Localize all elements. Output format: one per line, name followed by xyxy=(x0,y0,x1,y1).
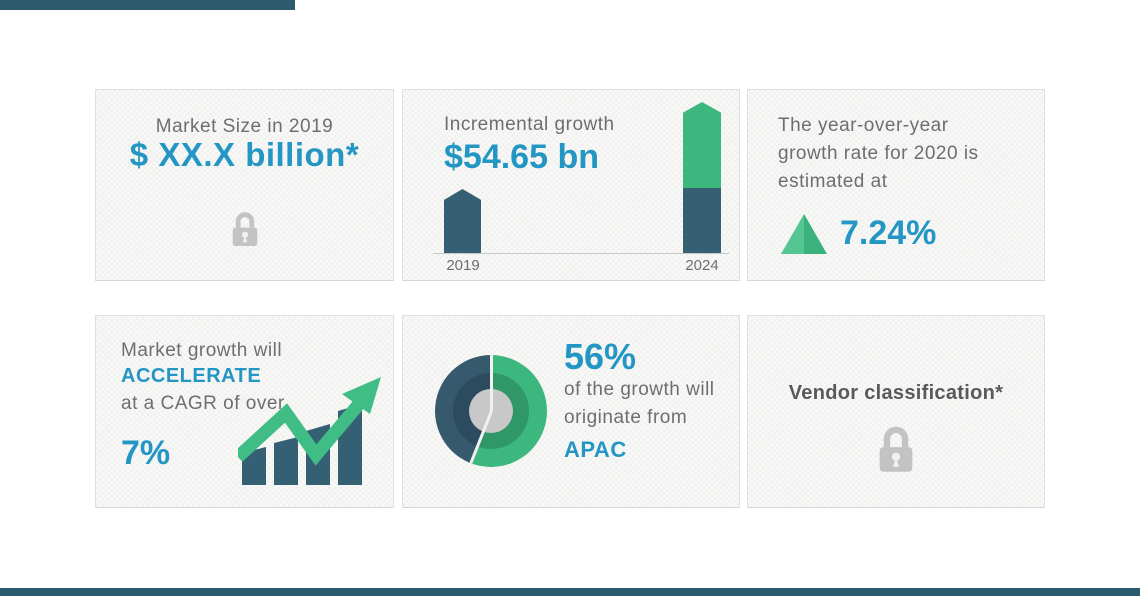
chart-baseline xyxy=(433,253,729,254)
yoy-line-3: estimated at xyxy=(778,171,888,192)
apac-line-2: originate from xyxy=(564,407,688,428)
yoy-growth-value: 7.24% xyxy=(840,214,937,252)
bar-2019 xyxy=(444,189,481,253)
cagr-value: 7% xyxy=(121,434,171,472)
market-size-value: $ XX.X billion* xyxy=(129,136,360,173)
apac-share-value: 56% xyxy=(564,336,637,377)
cagr-highlight: ACCELERATE xyxy=(121,365,262,387)
bar-2024-growth-segment xyxy=(683,102,721,188)
cagr-line-2: at a CAGR of over xyxy=(121,393,285,414)
card-incremental-growth: Incremental growth $54.65 bn 2019 2024 xyxy=(402,89,740,281)
yoy-line-2: growth rate for 2020 is xyxy=(778,143,979,164)
axis-label-2024: 2024 xyxy=(685,257,719,274)
market-size-title: Market Size in 2019 xyxy=(155,116,334,137)
lock-icon xyxy=(748,424,1044,479)
yoy-growth-text: The year-over-year growth rate for 2020 … xyxy=(778,112,979,196)
bar-2024 xyxy=(683,102,721,253)
incremental-growth-title: Incremental growth xyxy=(444,114,615,135)
bottom-accent-band xyxy=(0,588,1140,596)
triangle-up-icon xyxy=(779,212,829,261)
cagr-line-1: Market growth will xyxy=(121,340,283,361)
axis-label-2019: 2019 xyxy=(446,257,480,274)
card-market-size: Market Size in 2019 $ XX.X billion* xyxy=(95,89,394,281)
top-accent-band xyxy=(0,0,295,10)
card-vendor-classification: Vendor classification* xyxy=(747,315,1045,508)
vendor-classification-title: Vendor classification* xyxy=(788,382,1004,404)
yoy-line-1: The year-over-year xyxy=(778,115,949,136)
bar-2024-base-segment xyxy=(683,188,721,253)
card-yoy-growth: The year-over-year growth rate for 2020 … xyxy=(747,89,1045,281)
donut-divider-top xyxy=(489,355,493,411)
incremental-growth-value: $54.65 bn xyxy=(444,138,599,176)
donut-chart xyxy=(435,355,547,467)
lock-icon xyxy=(96,210,393,253)
apac-region-label: APAC xyxy=(564,437,627,462)
card-cagr: Market growth will ACCELERATE at a CAGR … xyxy=(95,315,394,508)
apac-line-1: of the growth will xyxy=(564,379,715,400)
card-apac-share: 56% of the growth will originate from AP… xyxy=(402,315,740,508)
growth-arrow-chart-icon xyxy=(233,373,386,490)
